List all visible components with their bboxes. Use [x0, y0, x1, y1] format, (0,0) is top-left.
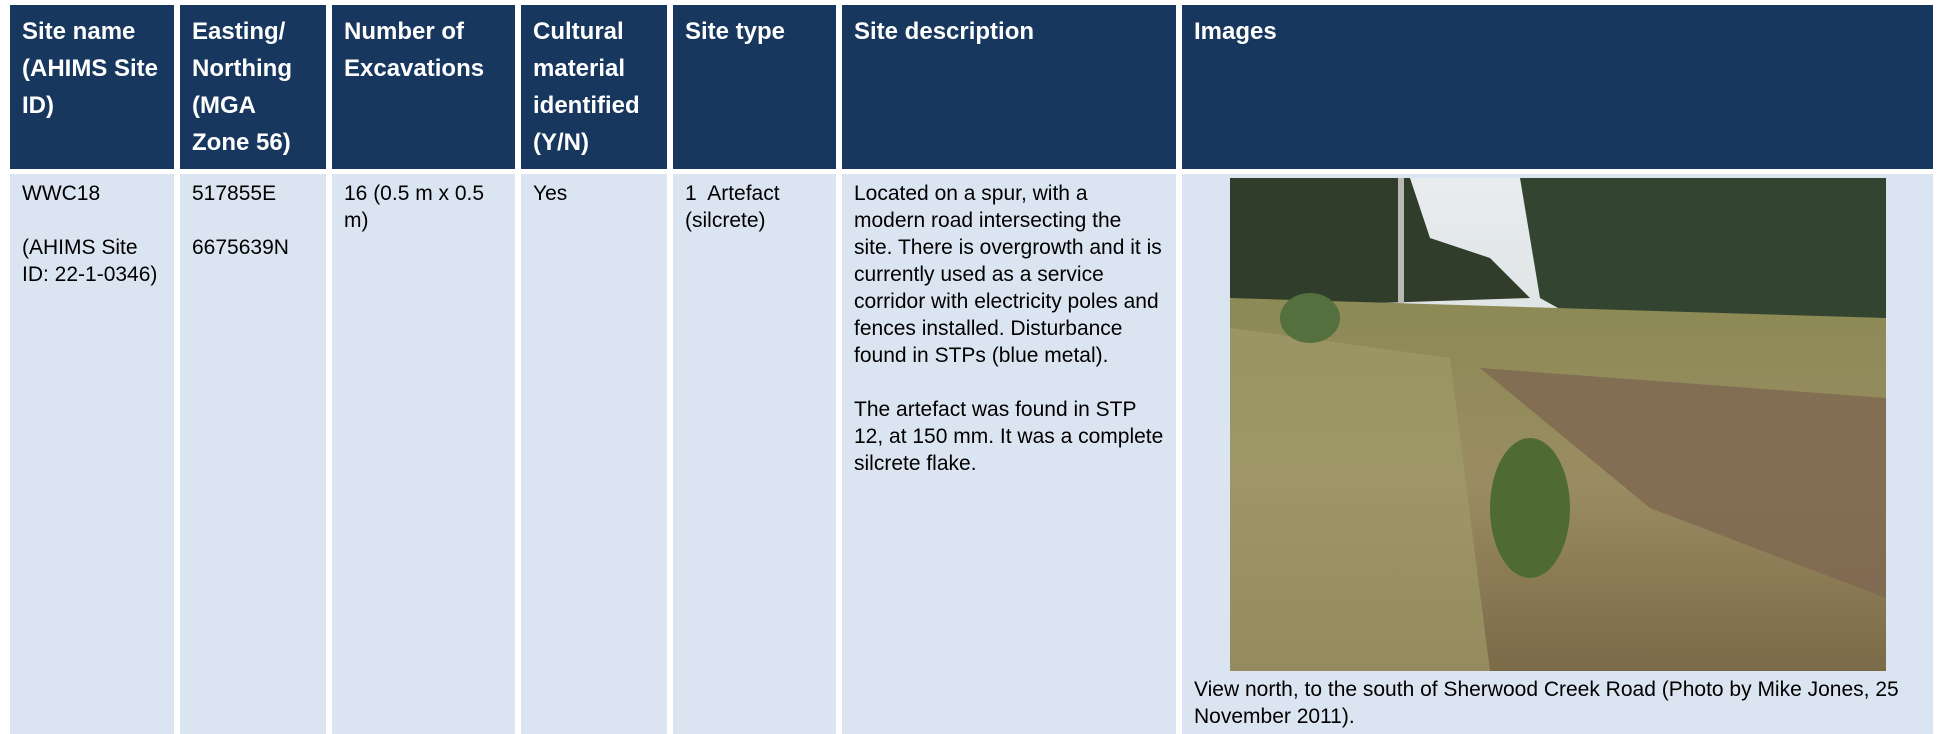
cell-text: (AHIMS Site ID: 22-1-0346) — [22, 236, 158, 286]
header-cell: Site description — [842, 5, 1176, 169]
body-cell: 517855E 6675639N — [180, 174, 326, 734]
cell-text: The artefact was found in STP 12, at 150… — [854, 398, 1170, 475]
cell-text: 517855E — [192, 182, 277, 205]
header-cell: Number of Excavations — [332, 5, 515, 169]
cell-text: Yes — [533, 182, 568, 205]
cell-text: Located on a spur, with a modern road in… — [854, 182, 1168, 367]
header-cell: Easting/ Northing (MGA Zone 56) — [180, 5, 326, 169]
body-cell: Located on a spur, with a modern road in… — [842, 174, 1176, 734]
cell-text: 6675639N — [192, 236, 289, 259]
cell-text: WWC18 — [22, 182, 101, 205]
cell-text: 1 Artefact (silcrete) — [685, 182, 786, 232]
header-cell: Cultural material identified (Y/N) — [521, 5, 667, 169]
header-cell: Images — [1182, 5, 1933, 169]
body-cell: 1 Artefact (silcrete) — [673, 174, 836, 734]
body-cell: 16 (0.5 m x 0.5 m) — [332, 174, 515, 734]
cell-text: 16 (0.5 m x 0.5 m) — [344, 182, 490, 232]
header-cell: Site type — [673, 5, 836, 169]
photo — [1230, 178, 1886, 671]
photo-caption: View north, to the south of Sherwood Cre… — [1194, 678, 1899, 728]
body-cell: WWC18 (AHIMS Site ID: 22-1-0346) — [10, 174, 174, 734]
body-cell: Yes — [521, 174, 667, 734]
header-cell: Site name (AHIMS Site ID) — [10, 5, 174, 169]
